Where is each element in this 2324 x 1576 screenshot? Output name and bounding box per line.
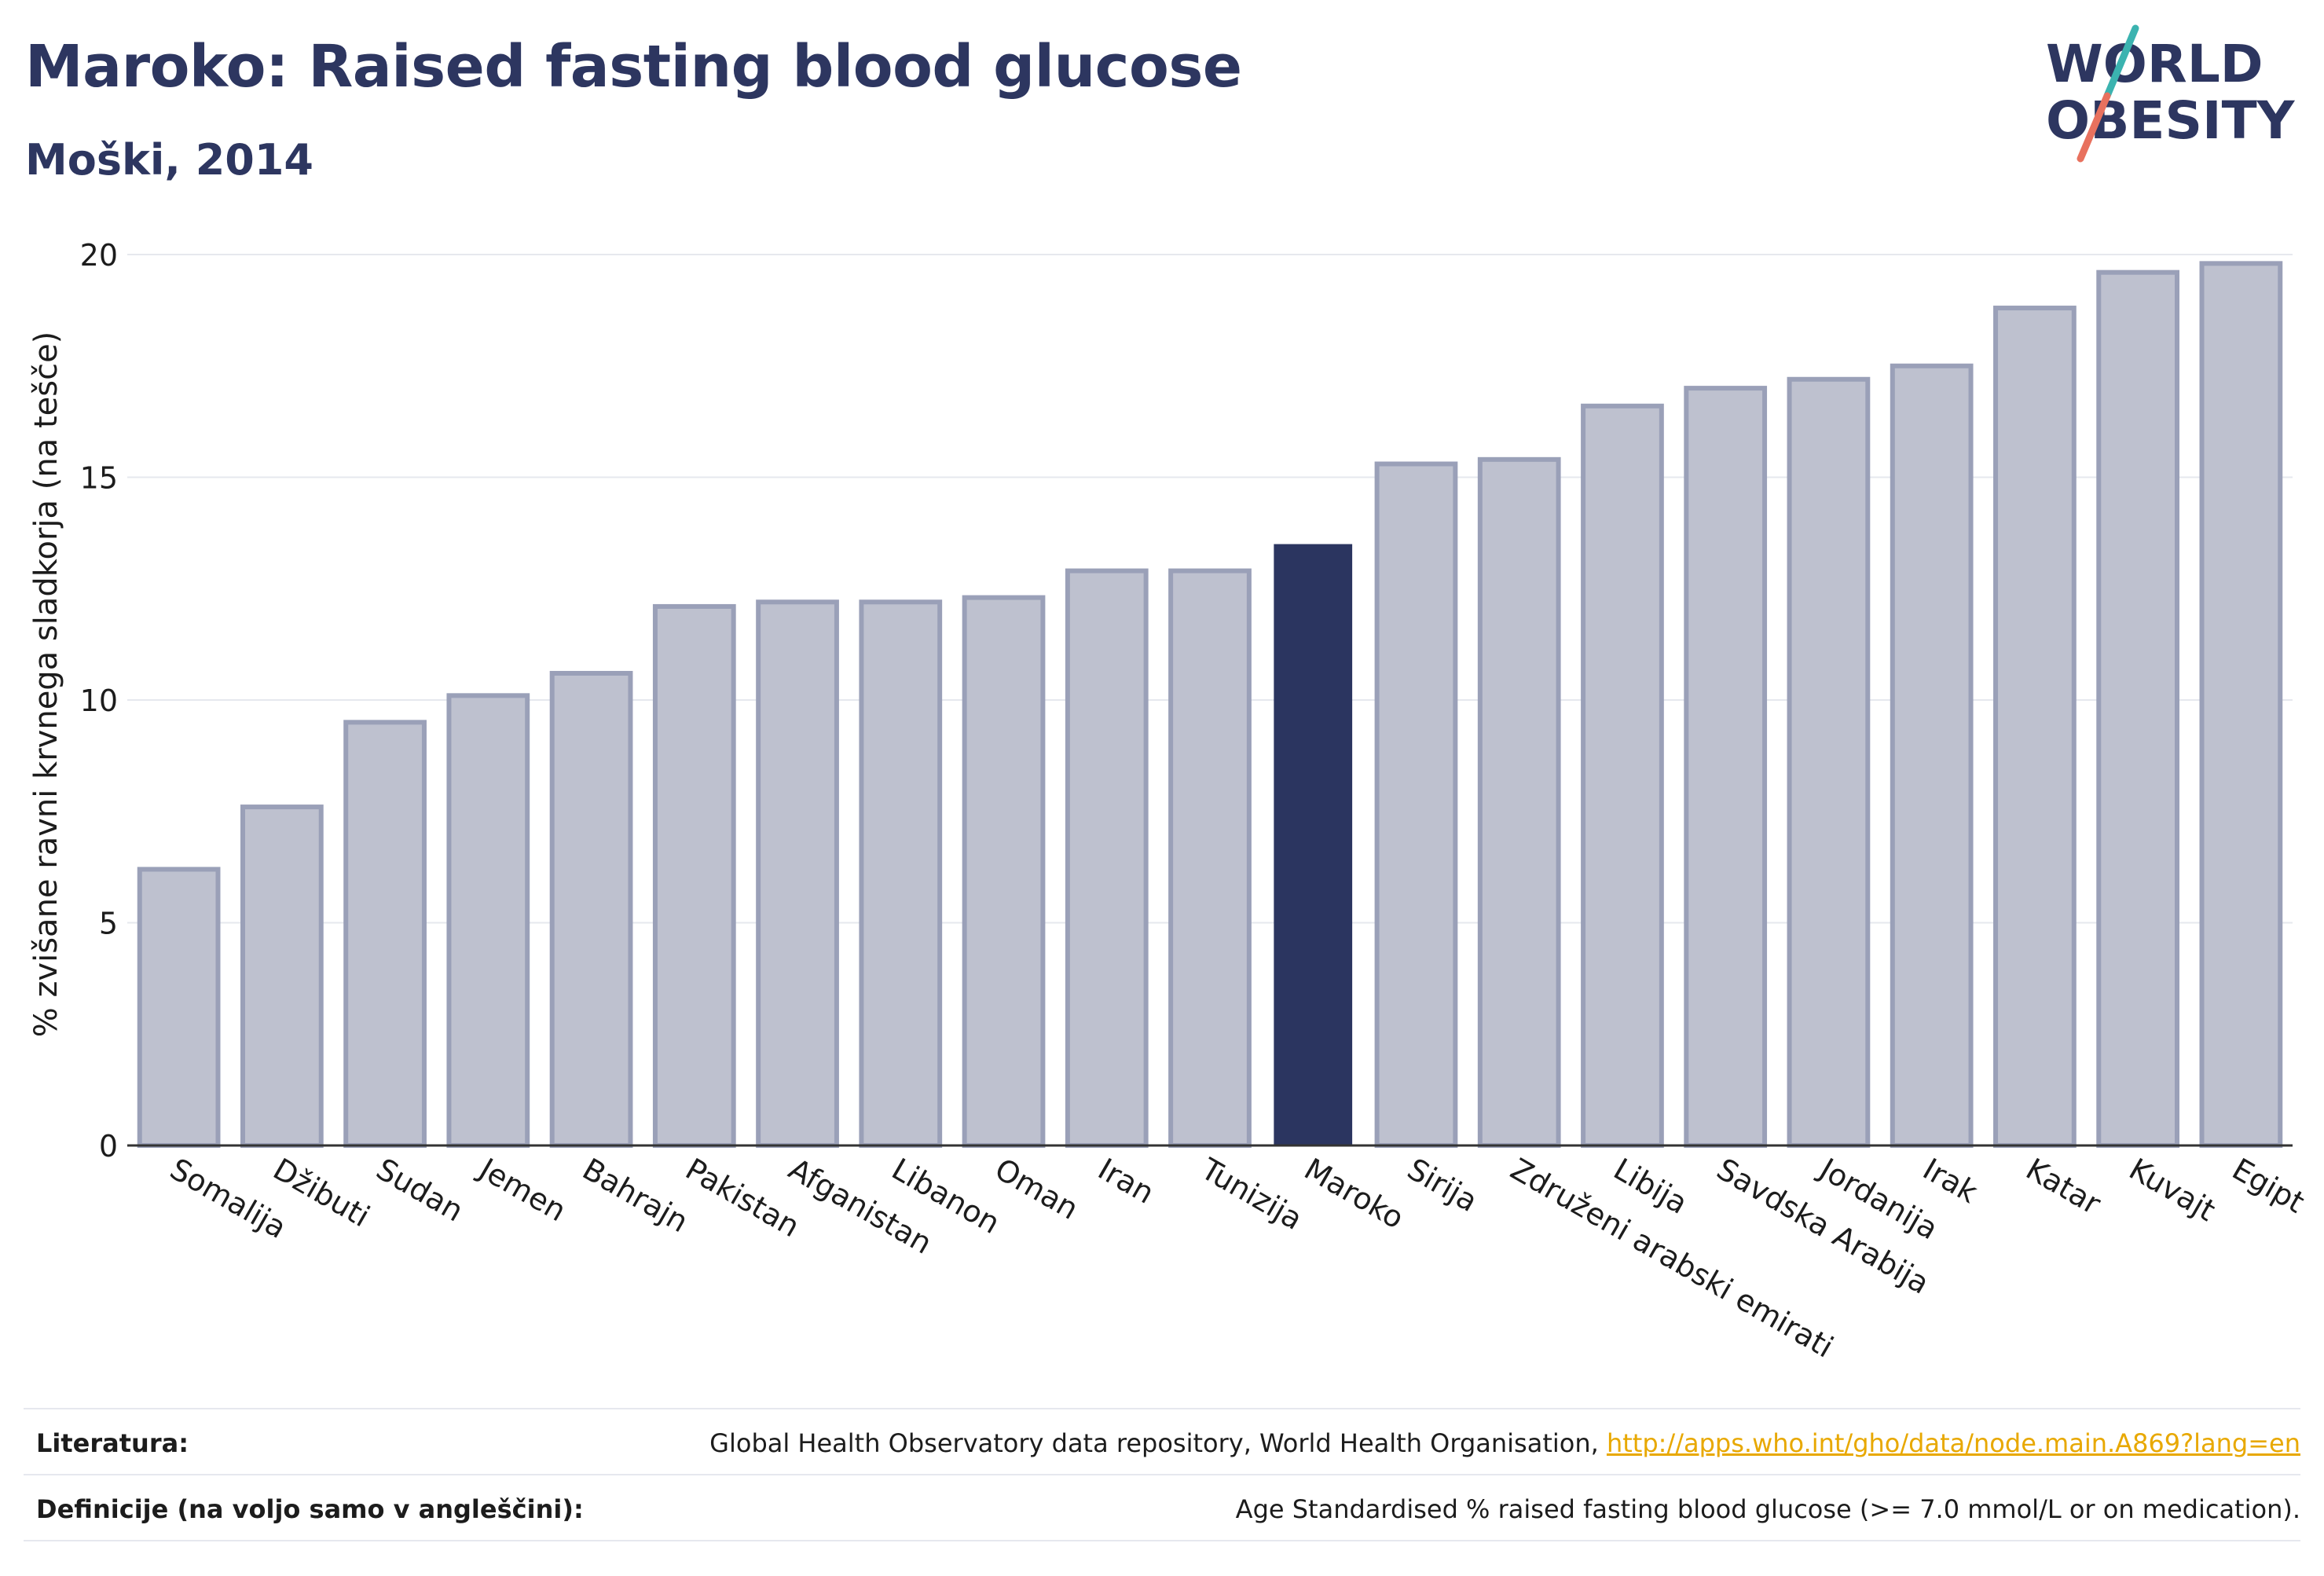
- bar: [859, 599, 943, 1148]
- bar: [1374, 461, 1458, 1148]
- footer-rule-middle: [24, 1474, 2300, 1475]
- bar: [1787, 376, 1871, 1148]
- bar: [652, 603, 736, 1148]
- bar: [756, 599, 839, 1148]
- x-tick-label: Bahrajn: [577, 1152, 694, 1240]
- bar: [2199, 261, 2283, 1149]
- literature-text: Global Health Observatory data repositor…: [709, 1428, 1607, 1458]
- bar: [962, 595, 1046, 1148]
- bar: [2096, 269, 2180, 1148]
- y-axis-label: % zvišane ravni krvnega sladkorja (na te…: [28, 332, 64, 1038]
- bar: [343, 720, 427, 1148]
- bar: [1477, 456, 1561, 1148]
- bar: [137, 867, 221, 1148]
- x-tick-label: Tunizija: [1195, 1151, 1309, 1237]
- x-tick-label: Oman: [989, 1152, 1084, 1226]
- literature-label: Literatura:: [36, 1428, 189, 1458]
- x-tick-label: Iran: [1092, 1152, 1160, 1211]
- x-tick-label: Sudan: [371, 1152, 470, 1229]
- literature-link[interactable]: http://apps.who.int/gho/data/node.main.A…: [1606, 1428, 2300, 1458]
- bar: [240, 804, 324, 1148]
- bars: [127, 261, 2293, 1149]
- bar-highlight: [1274, 544, 1353, 1145]
- bar: [1993, 306, 2077, 1148]
- x-tick-label: Irak: [1917, 1152, 1983, 1210]
- y-tick-label: 0: [99, 1129, 118, 1164]
- x-tick-label: Somalija: [164, 1152, 292, 1245]
- y-tick-label: 20: [80, 238, 118, 273]
- x-tick-label: Jemen: [472, 1151, 572, 1229]
- footer-definitions-row: Definicije (na voljo samo v angleščini):…: [24, 1477, 2300, 1541]
- y-tick-label: 5: [99, 907, 118, 941]
- y-tick-label: 15: [80, 461, 118, 496]
- footer-rule-bottom: [24, 1540, 2300, 1541]
- bar: [1684, 386, 1768, 1149]
- logo-slash-top: [2103, 24, 2139, 100]
- bar: [1890, 363, 1974, 1148]
- definitions-label: Definicije (na voljo samo v angleščini):: [36, 1494, 584, 1524]
- bar: [446, 693, 530, 1148]
- x-tick-label: Katar: [2020, 1152, 2106, 1222]
- bar: [1581, 403, 1664, 1148]
- bar: [549, 670, 633, 1148]
- x-tick-label: Sirija: [1402, 1152, 1483, 1219]
- y-tick-labels: 0 5 10 15 20: [80, 238, 118, 1164]
- bar: [1065, 568, 1149, 1148]
- definitions-text: Age Standardised % raised fasting blood …: [1235, 1494, 2300, 1524]
- footer-literature-row: Literatura: Global Health Observatory da…: [24, 1411, 2300, 1475]
- page-subtitle: Moški, 2014: [25, 135, 314, 185]
- x-tick-label: Maroko: [1299, 1152, 1410, 1236]
- bar: [1168, 568, 1252, 1148]
- logo-text-world: WORLD: [2046, 34, 2264, 94]
- page-title: Maroko: Raised fasting blood glucose: [25, 33, 1242, 101]
- world-obesity-logo: WORLD OBESITY: [2046, 24, 2296, 163]
- literature-source: Global Health Observatory data repositor…: [709, 1428, 2300, 1458]
- x-tick-label: Pakistan: [680, 1152, 805, 1244]
- x-tick-label: Kuvajt: [2124, 1152, 2221, 1228]
- logo-slash-bottom: [2077, 92, 2111, 163]
- y-tick-label: 10: [80, 684, 118, 718]
- footer-rule-top: [24, 1408, 2300, 1409]
- x-tick-label: Egipt: [2227, 1152, 2311, 1220]
